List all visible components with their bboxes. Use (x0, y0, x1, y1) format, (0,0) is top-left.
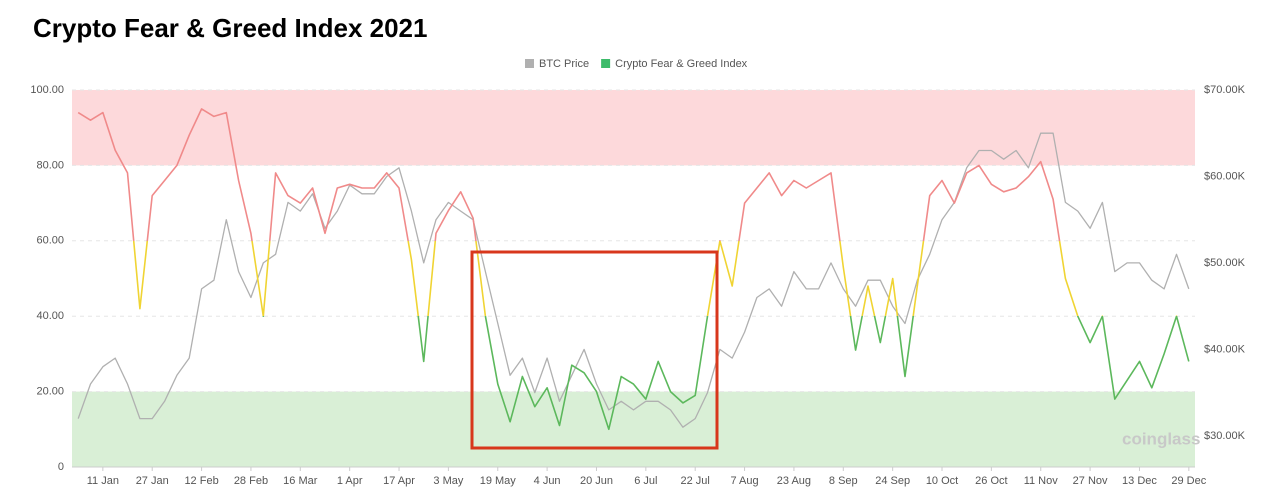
zone-band (72, 391, 1195, 467)
x-tick-label: 3 May (433, 475, 463, 487)
x-tick-label: 8 Sep (829, 475, 858, 487)
series-line (77, 132, 1190, 428)
legend-swatch (601, 59, 611, 68)
y-tick-label: 100.00 (30, 84, 64, 96)
x-tick-label: 27 Jan (136, 475, 169, 487)
y-tick-label: 0 (58, 461, 64, 473)
y2-tick-label: $60.00K (1204, 170, 1246, 182)
x-tick-label: 7 Aug (730, 475, 758, 487)
x-tick-label: 17 Apr (383, 475, 415, 487)
x-tick-label: 13 Dec (1122, 475, 1157, 487)
y2-tick-label: $30.00K (1204, 430, 1246, 442)
highlight-box (470, 250, 719, 450)
zone-band (72, 90, 1195, 166)
series-line (77, 108, 1190, 431)
x-tick-label: 22 Jul (681, 475, 710, 487)
x-tick-label: 23 Aug (777, 475, 811, 487)
legend-label: BTC Price (539, 58, 589, 70)
x-tick-label: 19 May (480, 475, 517, 487)
x-tick-label: 29 Dec (1171, 475, 1206, 487)
x-tick-label: 1 Apr (337, 475, 363, 487)
y-tick-label: 80.00 (36, 159, 64, 171)
x-tick-label: 24 Sep (875, 475, 910, 487)
x-tick-label: 20 Jun (580, 475, 613, 487)
x-tick-label: 16 Mar (283, 475, 318, 487)
x-tick-label: 26 Oct (975, 475, 1007, 487)
x-tick-label: 27 Nov (1073, 475, 1108, 487)
legend-swatch (525, 59, 534, 68)
x-tick-label: 28 Feb (234, 475, 268, 487)
y-tick-label: 40.00 (36, 310, 64, 322)
y2-tick-label: $40.00K (1204, 343, 1246, 355)
y-tick-label: 60.00 (36, 235, 64, 247)
watermark: coinglass (1122, 429, 1200, 448)
x-tick-label: 11 Nov (1024, 475, 1059, 487)
y-tick-label: 20.00 (36, 386, 64, 398)
x-tick-label: 4 Jun (534, 475, 561, 487)
x-tick-label: 12 Feb (184, 475, 218, 487)
x-tick-label: 11 Jan (87, 475, 119, 487)
x-tick-label: 10 Oct (926, 475, 958, 487)
y2-tick-label: $50.00K (1204, 257, 1246, 269)
chart-title: Crypto Fear & Greed Index 2021 (33, 13, 427, 43)
legend-label: Crypto Fear & Greed Index (615, 58, 748, 70)
x-tick-label: 6 Jul (634, 475, 657, 487)
y2-tick-label: $70.00K (1204, 84, 1246, 96)
